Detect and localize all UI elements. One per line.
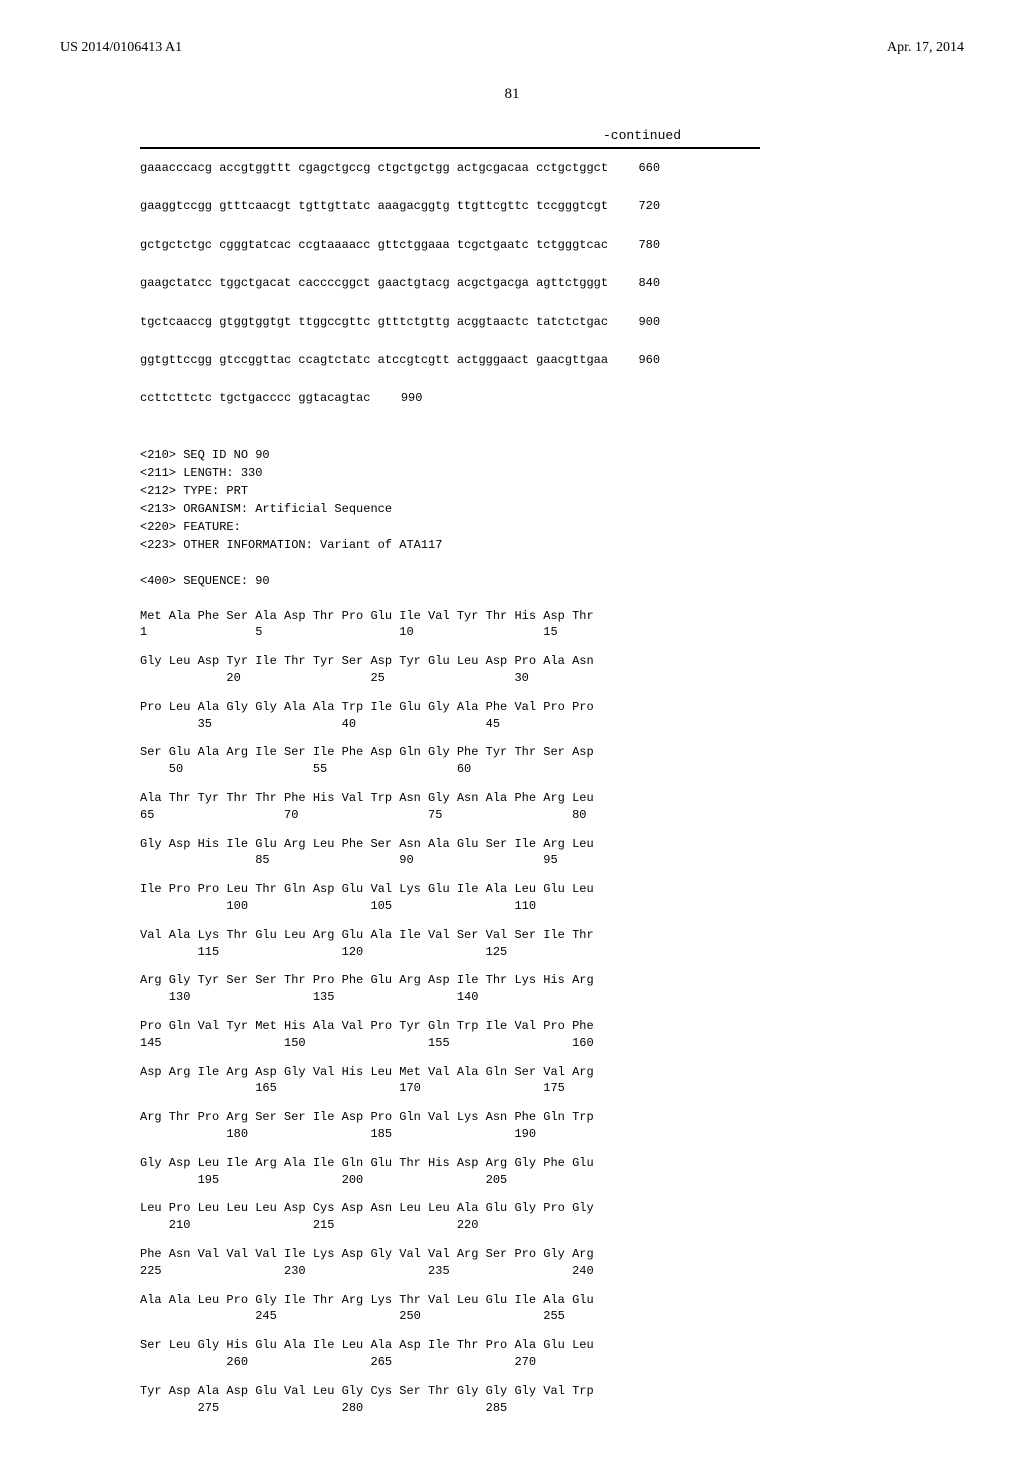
protein-row: Val Ala Lys Thr Glu Leu Arg Glu Ala Ile … [140,927,964,961]
protein-row: Gly Asp His Ile Glu Arg Leu Phe Ser Asn … [140,836,964,870]
protein-row: Arg Thr Pro Arg Ser Ser Ile Asp Pro Gln … [140,1109,964,1143]
horizontal-rule [140,147,760,149]
protein-row: Phe Asn Val Val Val Ile Lys Asp Gly Val … [140,1246,964,1280]
protein-row: Pro Leu Ala Gly Gly Ala Ala Trp Ile Glu … [140,699,964,733]
nucleotide-position-number: 720 [620,197,660,216]
page-header: US 2014/0106413 A1 Apr. 17, 2014 [60,40,964,56]
protein-row: Gly Asp Leu Ile Arg Ala Ile Gln Glu Thr … [140,1155,964,1189]
nucleotide-seq-text: ccttcttctc tgctgacccc ggtacagtac [140,391,370,405]
nucleotide-seq-text: gaagctatcc tggctgacat caccccggct gaactgt… [140,276,608,290]
protein-row: Asp Arg Ile Arg Asp Gly Val His Leu Met … [140,1064,964,1098]
protein-sequence-block: Met Ala Phe Ser Ala Asp Thr Pro Glu Ile … [140,608,964,1417]
nucleotide-line: ggtgttccgg gtccggttac ccagtctatc atccgtc… [140,351,964,370]
protein-row: Tyr Asp Ala Asp Glu Val Leu Gly Cys Ser … [140,1383,964,1417]
protein-row: Gly Leu Asp Tyr Ile Thr Tyr Ser Asp Tyr … [140,653,964,687]
page-number: 81 [60,86,964,103]
protein-row: Pro Gln Val Tyr Met His Ala Val Pro Tyr … [140,1018,964,1052]
continued-label: -continued [320,128,964,143]
nucleotide-position-number: 990 [382,389,422,408]
nucleotide-line: gaaacccacg accgtggttt cgagctgccg ctgctgc… [140,159,964,178]
nucleotide-line: gaaggtccgg gtttcaacgt tgttgttatc aaagacg… [140,197,964,216]
nucleotide-sequence-block: gaaacccacg accgtggttt cgagctgccg ctgctgc… [140,159,964,428]
protein-row: Met Ala Phe Ser Ala Asp Thr Pro Glu Ile … [140,608,964,642]
protein-row: Ala Ala Leu Pro Gly Ile Thr Arg Lys Thr … [140,1292,964,1326]
nucleotide-line: gaagctatcc tggctgacat caccccggct gaactgt… [140,274,964,293]
page-container: US 2014/0106413 A1 Apr. 17, 2014 81 -con… [0,0,1024,1468]
protein-row: Arg Gly Tyr Ser Ser Thr Pro Phe Glu Arg … [140,972,964,1006]
nucleotide-position-number: 900 [620,313,660,332]
nucleotide-position-number: 840 [620,274,660,293]
protein-row: Ala Thr Tyr Thr Thr Phe His Val Trp Asn … [140,790,964,824]
nucleotide-line: gctgctctgc cgggtatcac ccgtaaaacc gttctgg… [140,236,964,255]
protein-row: Leu Pro Leu Leu Leu Asp Cys Asp Asn Leu … [140,1200,964,1234]
protein-row: Ile Pro Pro Leu Thr Gln Asp Glu Val Lys … [140,881,964,915]
nucleotide-line: ccttcttctc tgctgacccc ggtacagtac 990 [140,389,964,408]
nucleotide-position-number: 660 [620,159,660,178]
protein-row: Ser Glu Ala Arg Ile Ser Ile Phe Asp Gln … [140,744,964,778]
protein-row: Ser Leu Gly His Glu Ala Ile Leu Ala Asp … [140,1337,964,1371]
nucleotide-position-number: 960 [620,351,660,370]
doc-identifier: US 2014/0106413 A1 [60,40,182,56]
nucleotide-position-number: 780 [620,236,660,255]
sequence-metadata: <210> SEQ ID NO 90 <211> LENGTH: 330 <21… [140,446,964,590]
nucleotide-seq-text: gaaacccacg accgtggttt cgagctgccg ctgctgc… [140,161,608,175]
nucleotide-seq-text: gaaggtccgg gtttcaacgt tgttgttatc aaagacg… [140,199,608,213]
nucleotide-seq-text: tgctcaaccg gtggtggtgt ttggccgttc gtttctg… [140,315,608,329]
nucleotide-seq-text: gctgctctgc cgggtatcac ccgtaaaacc gttctgg… [140,238,608,252]
doc-date: Apr. 17, 2014 [887,40,964,56]
nucleotide-seq-text: ggtgttccgg gtccggttac ccagtctatc atccgtc… [140,353,608,367]
nucleotide-line: tgctcaaccg gtggtggtgt ttggccgttc gtttctg… [140,313,964,332]
